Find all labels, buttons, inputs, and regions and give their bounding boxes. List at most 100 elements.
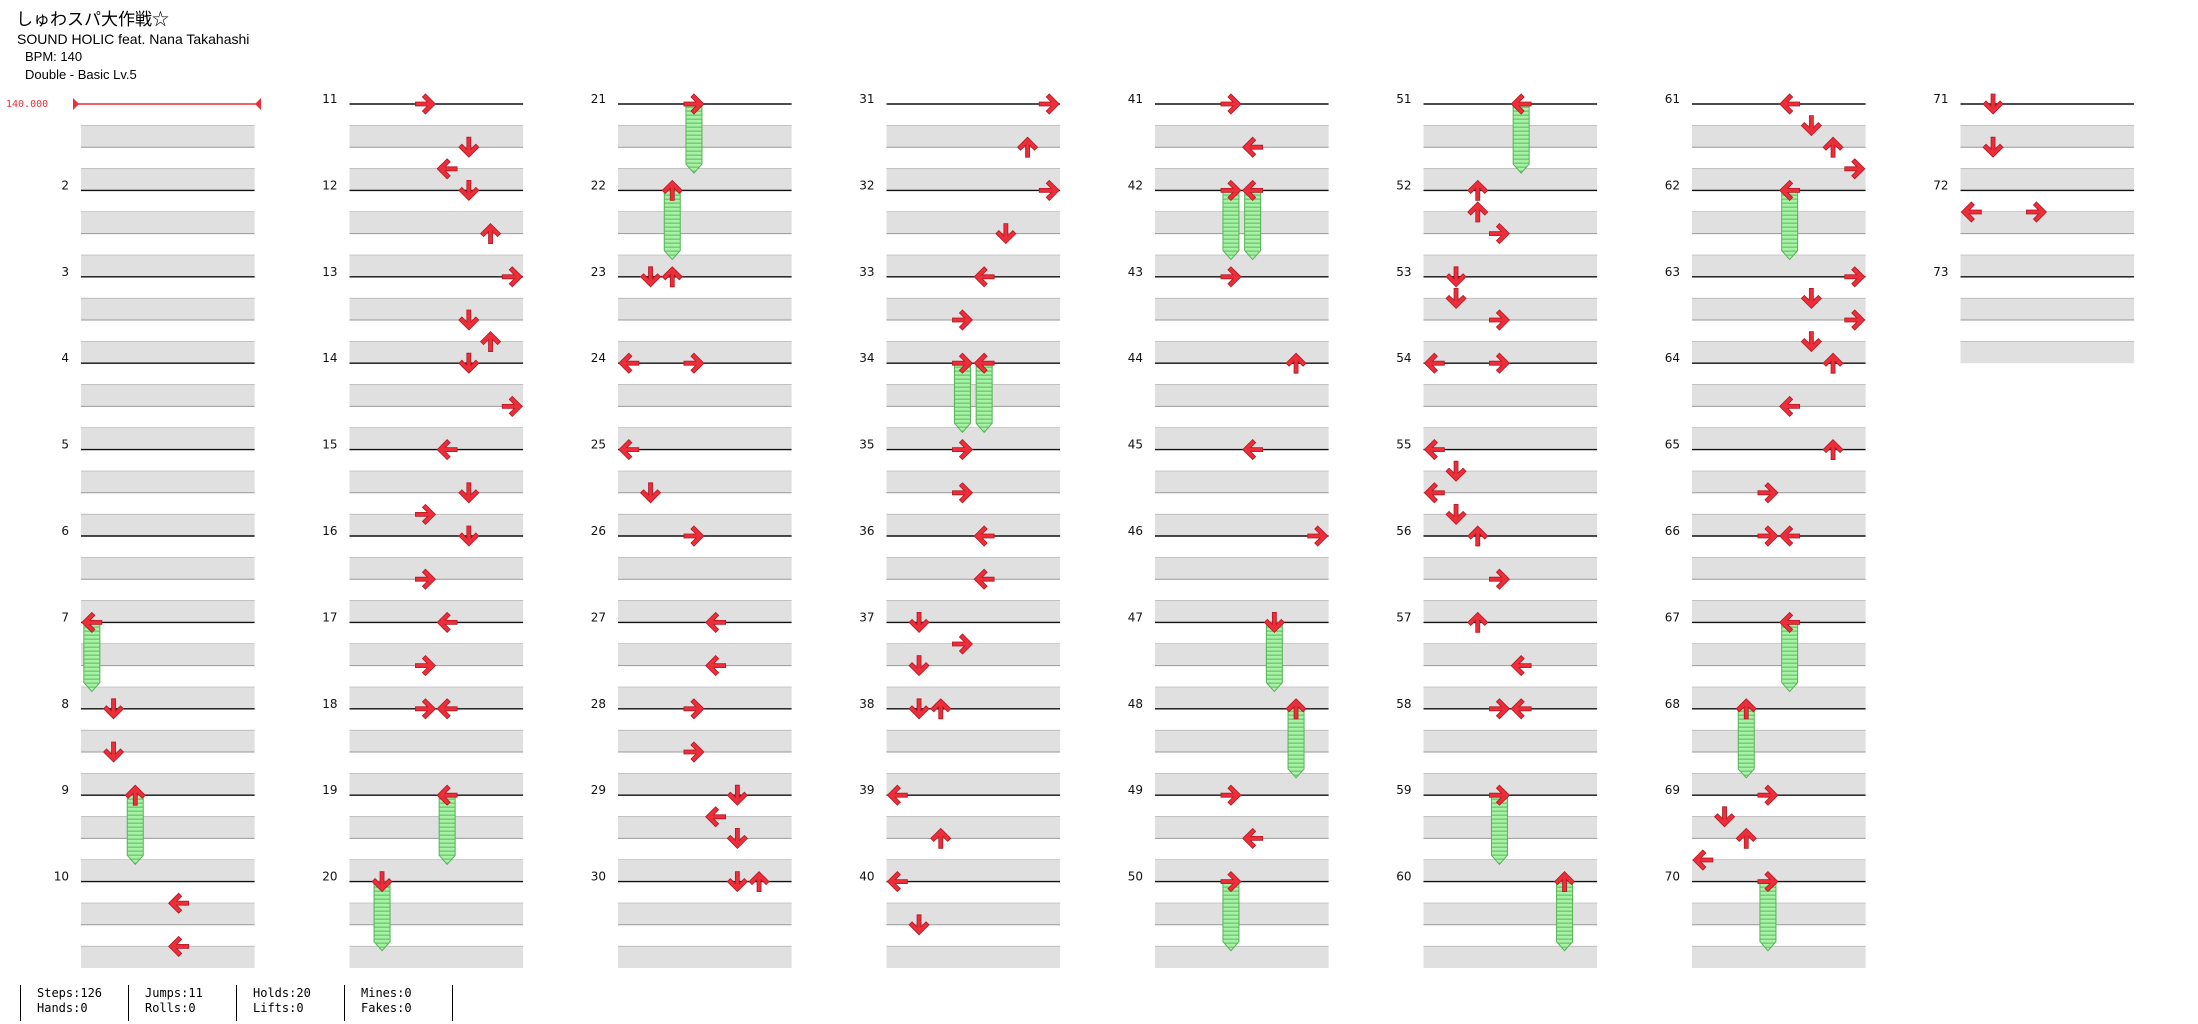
measure-number: 4 (61, 351, 69, 365)
beat-band (618, 514, 792, 536)
steps-count: Steps:126 (37, 986, 103, 1000)
beat-band (1423, 255, 1598, 277)
step-arrow (1692, 849, 1714, 871)
beat-band (886, 384, 1061, 407)
beat-band (1692, 557, 1866, 580)
step-arrow (1242, 439, 1264, 461)
measure-number: 46 (1128, 524, 1143, 538)
beat-band (1423, 298, 1598, 320)
step-arrow (1038, 179, 1060, 201)
measure-number: 22 (591, 178, 606, 192)
beat-band (349, 514, 524, 536)
step-arrow (683, 93, 705, 115)
beat-band (1155, 298, 1329, 320)
step-arrow (458, 179, 480, 201)
step-arrow (683, 741, 705, 763)
beat-band (349, 773, 524, 796)
song-header: しゅわスパ大作戦☆ SOUND HOLIC feat. Nana Takahas… (16, 10, 249, 84)
step-arrow (1467, 611, 1489, 633)
step-arrow (1779, 93, 1801, 115)
beat-band (1692, 903, 1866, 925)
bpm-marker-label: 140.000 (6, 99, 48, 110)
beat-band (618, 298, 792, 320)
step-arrow (1489, 352, 1511, 374)
step-arrow (1735, 827, 1757, 849)
measure-number: 6 (61, 524, 69, 538)
beat-band (81, 471, 255, 493)
beat-band (886, 212, 1061, 234)
beat-band (81, 644, 255, 666)
step-arrow (1982, 93, 2004, 115)
step-arrow (639, 482, 662, 504)
step-arrow (1307, 525, 1329, 547)
beat-band (81, 946, 255, 968)
measure-number: 38 (859, 697, 874, 711)
beat-band (1692, 125, 1866, 148)
step-arrow (886, 871, 908, 893)
beat-band (349, 946, 524, 968)
step-notes (81, 93, 2048, 957)
measure-number: 57 (1396, 610, 1411, 624)
measure-number: 26 (591, 524, 606, 538)
measure-number: 56 (1396, 524, 1411, 538)
step-arrow (1285, 352, 1307, 374)
beat-band (886, 687, 1061, 709)
beat-band (1423, 428, 1598, 450)
beat-band (81, 125, 255, 148)
beat-band (349, 471, 524, 493)
beat-band (1960, 212, 2135, 234)
step-arrow (124, 784, 146, 806)
step-arrow (415, 698, 437, 720)
holds-count: Holds:20 (253, 986, 311, 1000)
step-arrow (683, 352, 705, 374)
measure-number: 72 (1933, 178, 1948, 192)
step-arrow (1757, 482, 1779, 504)
step-arrow (458, 525, 480, 547)
step-arrow (683, 698, 705, 720)
measure-number: 8 (61, 697, 69, 711)
beat-band (81, 341, 255, 364)
step-arrow (436, 158, 458, 180)
beat-band (886, 600, 1061, 623)
measure-number: 66 (1665, 524, 1680, 538)
measure-number: 3 (61, 265, 69, 279)
measure-number: 18 (322, 697, 337, 711)
measure-number: 7 (61, 610, 69, 624)
measure-number: 52 (1396, 178, 1411, 192)
step-arrow (1016, 136, 1039, 158)
beat-band (1960, 255, 2135, 277)
step-arrow (908, 914, 930, 936)
step-arrow (726, 828, 748, 849)
step-arrow (1263, 612, 1285, 633)
measure-number: 39 (859, 783, 874, 797)
beat-band (81, 212, 255, 234)
beat-band (81, 687, 255, 709)
beat-band (81, 816, 255, 839)
step-arrow (1445, 287, 1467, 309)
beat-band (1155, 471, 1329, 493)
beat-band (1692, 946, 1866, 968)
beat-band (1692, 298, 1866, 320)
step-arrow (973, 568, 995, 590)
step-arrow (1779, 179, 1801, 201)
step-arrow (81, 611, 103, 633)
step-arrow (415, 93, 437, 115)
beat-band (618, 384, 792, 407)
measure-number: 15 (322, 438, 337, 452)
step-arrow (1242, 827, 1264, 849)
beat-band (1423, 125, 1598, 148)
stat-group-2: Jumps:11 Rolls:0 (128, 985, 236, 1021)
step-arrow (1735, 698, 1757, 720)
measure-number: 28 (591, 697, 606, 711)
beat-band (81, 384, 255, 407)
mines-count: Mines:0 (361, 986, 412, 1000)
beat-band (1423, 946, 1598, 968)
beat-band (1692, 860, 1866, 882)
beat-band (349, 384, 524, 407)
beat-band (1692, 644, 1866, 666)
beat-band (81, 600, 255, 623)
beat-band (1692, 428, 1866, 450)
beat-band (1155, 428, 1329, 450)
step-arrow (436, 698, 458, 720)
step-arrow (930, 698, 952, 720)
